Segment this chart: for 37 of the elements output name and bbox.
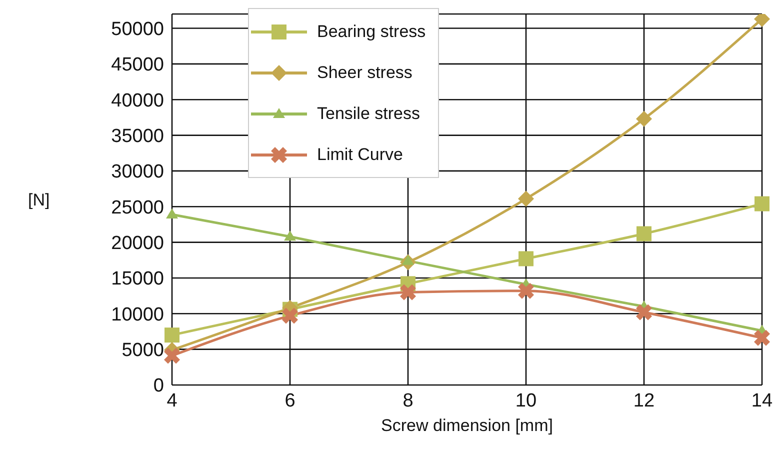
point [282, 308, 298, 324]
y-tick-label: 25000 [111, 197, 164, 218]
y-axis-title: [N] [28, 190, 50, 210]
y-tick-label: 10000 [111, 304, 164, 326]
point [754, 196, 770, 212]
point [400, 284, 416, 300]
x-tick-label: 14 [751, 390, 773, 412]
point [754, 330, 770, 346]
x-tick-label: 4 [166, 390, 178, 412]
y-tick-label: 5000 [122, 340, 164, 362]
y-tick-label: 50000 [111, 19, 164, 40]
legend-label: Bearing stress [317, 22, 426, 42]
y-tick-label: 15000 [111, 268, 164, 290]
legend-label: Limit Curve [317, 144, 403, 164]
x-axis-title: Screw dimension [mm] [381, 416, 553, 435]
x-tick-label: 8 [402, 390, 414, 412]
x-tick-label: 12 [633, 390, 655, 412]
legend-label: Sheer stress [317, 62, 412, 82]
y-tick-label: 35000 [111, 126, 164, 148]
y-tick-label: 40000 [111, 90, 164, 112]
y-tick-label: 30000 [111, 162, 164, 183]
point [284, 230, 296, 241]
point [636, 226, 652, 242]
point [164, 348, 180, 364]
point [518, 190, 534, 207]
x-tick-label: 6 [284, 390, 296, 412]
point [518, 282, 534, 299]
y-tick-label: 0 [153, 376, 164, 397]
x-tick-label: 10 [515, 390, 537, 412]
legend-label: Tensile stress [317, 104, 420, 124]
point [636, 110, 652, 127]
point [636, 304, 652, 320]
y-tick-label: 20000 [111, 233, 164, 254]
point [518, 251, 534, 266]
point [164, 328, 180, 343]
y-tick-label: 45000 [111, 54, 164, 76]
point [166, 208, 178, 218]
